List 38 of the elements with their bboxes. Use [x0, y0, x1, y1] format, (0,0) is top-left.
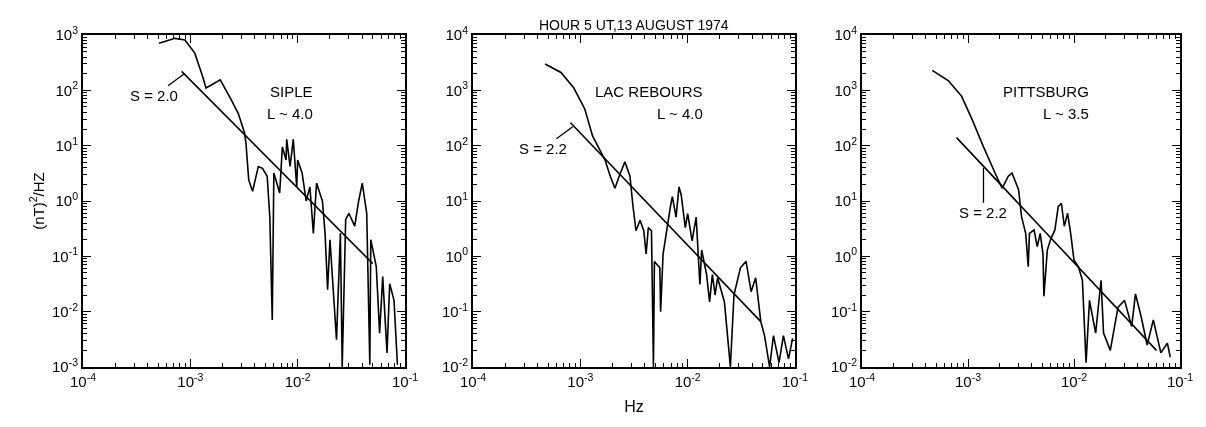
x-tick-label: 10$^{-2}$: [284, 370, 311, 390]
y-tick-label: 10$^{2}$: [445, 134, 469, 154]
y-tick-label: 10$^{3}$: [55, 23, 79, 44]
annotation: L ~ 4.0: [267, 105, 313, 122]
x-tick-label: 10$^{-2}$: [674, 370, 701, 390]
y-tick-label: 10$^{-1}$: [441, 300, 469, 320]
y-tick-label: 10$^{0}$: [55, 189, 79, 210]
x-tick-label: 10$^{-1}$: [781, 370, 809, 390]
y-tick-label: 10$^{0}$: [834, 245, 858, 265]
y-tick-label: 10$^{3}$: [834, 79, 858, 99]
annotation: LAC REBOURS: [595, 83, 703, 100]
x-tick-label: 10$^{-3}$: [567, 370, 594, 390]
x-axis-title: Hz: [624, 398, 644, 416]
y-tick-label: 10$^{1}$: [55, 134, 79, 154]
y-tick-label: 10$^{4}$: [445, 23, 469, 44]
chart-title: HOUR 5 UT,13 AUGUST 1974: [539, 17, 729, 33]
x-tick-label: 10$^{-3}$: [177, 370, 204, 390]
annotation: S = 2.0: [130, 87, 178, 104]
annotation: S = 2.2: [519, 140, 567, 157]
y-tick-label: 10$^{4}$: [834, 23, 858, 44]
y-tick-label: 10$^{1}$: [445, 189, 469, 210]
x-tick-label: 10$^{-3}$: [954, 370, 982, 390]
y-tick-label: 10$^{2}$: [834, 134, 858, 154]
y-tick-label: 10$^{-1}$: [51, 245, 79, 265]
x-tick-label: 10$^{-2}$: [1060, 370, 1088, 390]
y-tick-label: 10$^{2}$: [55, 79, 79, 99]
annotation: L ~ 4.0: [657, 105, 703, 122]
x-tick-label: 10$^{-1}$: [391, 370, 419, 390]
y-tick-label: 10$^{0}$: [445, 245, 469, 265]
annotation: PITTSBURG: [1003, 83, 1089, 100]
annotation: SIPLE: [270, 83, 313, 100]
y-tick-label: 10$^{3}$: [445, 79, 469, 99]
x-tick-label: 10$^{-1}$: [1166, 370, 1194, 390]
annotation: L ~ 3.5: [1043, 105, 1089, 122]
y-tick-label: 10$^{-2}$: [51, 300, 79, 320]
y-tick-label: 10$^{-1}$: [830, 300, 858, 320]
annotation: S = 2.2: [959, 204, 1007, 221]
y-tick-label: 10$^{1}$: [834, 189, 858, 210]
